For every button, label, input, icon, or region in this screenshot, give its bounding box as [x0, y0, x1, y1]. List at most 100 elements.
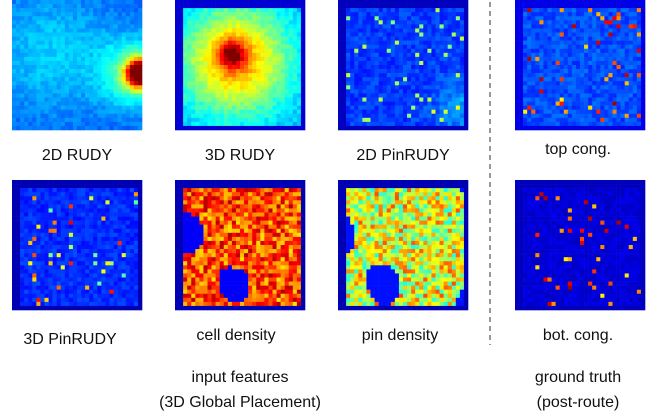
- heatmap-cell: [24, 126, 28, 130]
- heatmap-cell: [45, 192, 49, 196]
- heatmap-cell: [28, 188, 32, 192]
- heatmap-cell: [431, 8, 435, 12]
- heatmap-cell: [383, 4, 387, 8]
- heatmap-cell: [244, 106, 248, 110]
- heatmap-cell: [36, 286, 40, 290]
- heatmap-cell: [122, 278, 126, 282]
- heatmap-cell: [53, 69, 57, 73]
- heatmap-cell: [81, 217, 85, 221]
- heatmap-cell: [268, 45, 272, 49]
- heatmap-cell: [126, 41, 130, 45]
- heatmap-cell: [277, 69, 281, 73]
- heatmap-cell: [97, 192, 101, 196]
- heatmap-cell: [126, 24, 130, 28]
- heatmap-cell: [256, 45, 260, 49]
- heatmap-cell: [277, 192, 281, 196]
- heatmap-cell: [36, 98, 40, 102]
- heatmap-cell: [118, 261, 122, 265]
- heatmap-cell: [297, 208, 301, 212]
- heatmap-cell: [199, 81, 203, 85]
- heatmap-cell: [57, 196, 61, 200]
- heatmap-cell: [289, 81, 293, 85]
- heatmap-cell: [411, 89, 415, 93]
- heatmap-cell: [105, 298, 109, 302]
- heatmap-cell: [285, 0, 289, 4]
- heatmap-cell: [358, 33, 362, 37]
- heatmap-cell: [69, 245, 73, 249]
- heatmap-cell: [53, 77, 57, 81]
- heatmap-cell: [268, 49, 272, 53]
- heatmap-cell: [105, 16, 109, 20]
- heatmap-cell: [411, 16, 415, 20]
- heatmap-cell: [460, 24, 464, 28]
- heatmap-cell: [375, 53, 379, 57]
- heatmap-cell: [297, 241, 301, 245]
- heatmap-cell: [89, 45, 93, 49]
- heatmap-cell: [240, 49, 244, 53]
- heatmap-cell: [228, 85, 232, 89]
- heatmap-cell: [73, 69, 77, 73]
- heatmap-cell: [110, 126, 114, 130]
- heatmap-cell: [350, 77, 354, 81]
- heatmap-cell: [89, 237, 93, 241]
- heatmap-cell: [175, 61, 179, 65]
- heatmap-cell: [419, 41, 423, 45]
- heatmap-cell: [456, 49, 460, 53]
- heatmap-cell: [105, 306, 109, 310]
- heatmap-cell: [20, 188, 24, 192]
- heatmap-cell: [252, 4, 256, 8]
- heatmap-cell: [252, 57, 256, 61]
- heatmap-cell: [220, 204, 224, 208]
- heatmap-cell: [57, 85, 61, 89]
- heatmap-cell: [208, 49, 212, 53]
- heatmap-cell: [69, 221, 73, 225]
- heatmap-cell: [452, 65, 456, 69]
- heatmap-cell: [346, 73, 350, 77]
- heatmap-cell: [273, 249, 277, 253]
- heatmap-cell: [122, 126, 126, 130]
- heatmap-cell: [57, 8, 61, 12]
- heatmap-cell: [32, 290, 36, 294]
- heatmap-cell: [375, 24, 379, 28]
- heatmap-cell: [260, 261, 264, 265]
- heatmap-cell: [81, 278, 85, 282]
- heatmap-cell: [252, 49, 256, 53]
- heatmap-cell: [12, 93, 16, 97]
- heatmap-cell: [395, 24, 399, 28]
- heatmap-cell: [183, 20, 187, 24]
- heatmap-cell: [32, 85, 36, 89]
- heatmap-cell: [61, 45, 65, 49]
- heatmap-cell: [45, 257, 49, 261]
- heatmap-cell: [187, 61, 191, 65]
- heatmap-cell: [456, 85, 460, 89]
- heatmap-cell: [110, 114, 114, 118]
- heatmap-cell: [183, 81, 187, 85]
- heatmap-cell: [289, 41, 293, 45]
- heatmap-cell: [346, 126, 350, 130]
- heatmap-cell: [77, 221, 81, 225]
- heatmap-cell: [244, 69, 248, 73]
- heatmap-cell: [228, 45, 232, 49]
- heatmap-cell: [77, 208, 81, 212]
- heatmap-cell: [32, 200, 36, 204]
- heatmap-cell: [101, 204, 105, 208]
- heatmap-cell: [427, 0, 431, 4]
- heatmap-cell: [199, 24, 203, 28]
- heatmap-cell: [252, 102, 256, 106]
- heatmap-cell: [16, 20, 20, 24]
- heatmap-cell: [366, 53, 370, 57]
- heatmap-cell: [12, 192, 16, 196]
- heatmap-cell: [179, 12, 183, 16]
- heatmap-cell: [236, 245, 240, 249]
- heatmap-cell: [220, 93, 224, 97]
- heatmap-cell: [273, 188, 277, 192]
- heatmap-cell: [89, 269, 93, 273]
- heatmap-cell: [264, 53, 268, 57]
- heatmap-cell: [264, 225, 268, 229]
- heatmap-cell: [232, 81, 236, 85]
- heatmap-cell: [240, 184, 244, 188]
- heatmap-cell: [203, 20, 207, 24]
- heatmap-cell: [350, 12, 354, 16]
- heatmap-cell: [97, 302, 101, 306]
- heatmap-cell: [350, 45, 354, 49]
